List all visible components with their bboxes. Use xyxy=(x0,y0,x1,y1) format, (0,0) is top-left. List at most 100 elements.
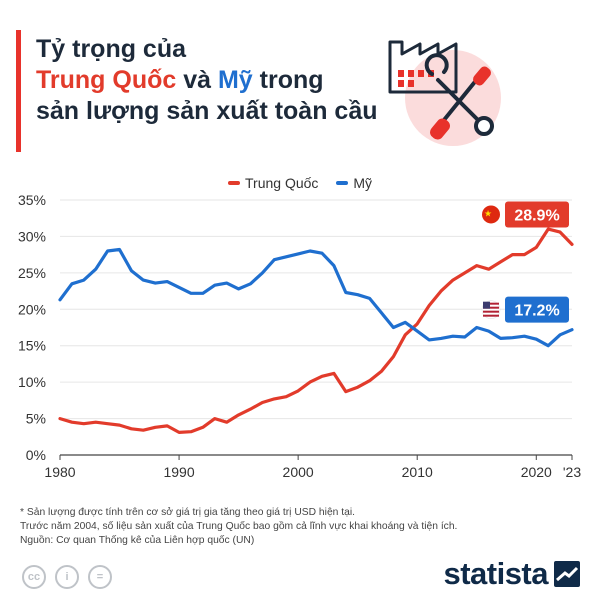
x-tick-label: 2020 xyxy=(521,464,552,480)
data-point-us xyxy=(309,250,311,252)
cc-icon[interactable]: cc xyxy=(22,565,46,589)
data-point-china xyxy=(142,429,145,432)
x-tick-label: 1980 xyxy=(44,464,75,480)
data-point-china xyxy=(83,422,85,425)
data-point-china xyxy=(71,421,73,424)
data-point-us xyxy=(416,330,419,332)
data-point-us xyxy=(356,293,359,296)
us-flag-stripe xyxy=(483,310,499,313)
y-tick-label: 20% xyxy=(18,301,46,317)
footnotes: * Sản lượng được tính trên cơ sở giá trị… xyxy=(20,506,580,548)
data-point-china xyxy=(511,253,514,256)
x-tick-label: '23 xyxy=(563,464,581,480)
data-point-china xyxy=(225,421,228,424)
data-point-us xyxy=(452,335,454,338)
data-point-china xyxy=(440,290,442,292)
equals-icon[interactable]: = xyxy=(88,565,112,589)
china-flag-circle xyxy=(482,205,500,224)
legend-item-china: Trung Quốc xyxy=(228,175,318,191)
data-point-us xyxy=(297,253,299,255)
data-point-china xyxy=(285,395,288,398)
data-point-us xyxy=(559,333,561,336)
data-point-us xyxy=(166,280,168,283)
data-point-us xyxy=(154,282,157,284)
data-point-us xyxy=(59,299,61,301)
title-us: Mỹ xyxy=(217,66,253,94)
data-point-us xyxy=(71,282,73,285)
data-point-us xyxy=(118,248,121,251)
legend-swatch-china xyxy=(228,181,241,185)
legend-item-us: Mỹ xyxy=(336,175,372,191)
title-rest: trong xyxy=(252,66,324,94)
data-point-china xyxy=(190,430,192,433)
x-tick-label: 2000 xyxy=(283,464,314,480)
data-point-china xyxy=(154,426,157,429)
title-line-3: sản lượng sản xuất toàn cầu xyxy=(36,97,378,125)
data-point-china xyxy=(368,379,371,382)
data-point-us xyxy=(142,279,145,281)
data-point-china xyxy=(94,421,97,424)
us-flag-stripe xyxy=(483,314,499,317)
data-point-china xyxy=(499,261,502,263)
data-point-us xyxy=(464,336,466,338)
us-flag-stripe xyxy=(483,306,499,309)
y-tick-label: 5% xyxy=(26,411,46,427)
data-point-china xyxy=(130,427,133,430)
data-point-us xyxy=(237,288,240,290)
data-point-china xyxy=(487,268,490,271)
data-point-us xyxy=(249,282,252,285)
data-point-us xyxy=(535,338,538,340)
data-point-china xyxy=(333,372,335,375)
data-point-china xyxy=(106,422,109,425)
series-line-us xyxy=(58,247,574,348)
x-tick-label: 2010 xyxy=(402,464,433,480)
china-flag-icon: ★ xyxy=(482,205,500,224)
end-label-box-us xyxy=(505,296,569,323)
end-label-china: 28.9% xyxy=(514,207,559,224)
title-line-1: Tỷ trọng của xyxy=(36,35,187,63)
data-point-us xyxy=(285,256,288,258)
data-point-us xyxy=(333,264,335,267)
data-point-us xyxy=(261,272,264,274)
data-point-china xyxy=(344,390,347,393)
data-point-us xyxy=(380,312,383,314)
data-point-china xyxy=(118,424,121,426)
legend-swatch-us xyxy=(336,181,349,185)
data-point-china xyxy=(464,272,466,274)
data-point-us xyxy=(428,339,430,341)
series-line-china xyxy=(58,227,574,434)
data-point-us xyxy=(344,291,347,294)
data-point-us xyxy=(190,292,192,295)
data-point-china xyxy=(178,431,180,434)
data-point-china xyxy=(297,390,299,392)
data-point-china xyxy=(547,228,549,230)
footnote-1: * Sản lượng được tính trên cơ sở giá trị… xyxy=(20,507,355,518)
person-icon[interactable]: i xyxy=(55,565,79,589)
data-point-china xyxy=(523,253,526,256)
data-point-us xyxy=(368,297,371,300)
footnote-source: Nguồn: Cơ quan Thống kê của Liên hợp quố… xyxy=(20,535,255,546)
data-point-china xyxy=(475,264,478,267)
data-point-us xyxy=(571,328,573,331)
data-point-china xyxy=(237,414,240,416)
footnote-2: Trước năm 2004, số liệu sản xuất của Tru… xyxy=(20,521,458,532)
factory-tools-icon xyxy=(388,40,501,146)
data-point-china xyxy=(428,304,430,307)
data-point-us xyxy=(404,321,407,324)
statista-logo-icon xyxy=(554,561,580,587)
data-point-us xyxy=(178,286,180,289)
y-tick-label: 30% xyxy=(18,228,46,244)
data-point-us xyxy=(392,326,395,329)
data-point-us xyxy=(273,258,276,261)
data-point-us xyxy=(94,268,97,271)
china-flag-star: ★ xyxy=(484,208,492,218)
data-point-china xyxy=(392,355,395,358)
end-label-us: 17.2% xyxy=(514,303,559,320)
data-point-china xyxy=(202,426,204,429)
statista-brand[interactable]: statista xyxy=(443,556,580,592)
us-flag-stripe xyxy=(483,302,499,305)
data-point-china xyxy=(380,370,383,373)
data-point-us xyxy=(499,337,502,340)
data-point-us xyxy=(106,250,109,252)
data-point-us xyxy=(130,269,133,272)
